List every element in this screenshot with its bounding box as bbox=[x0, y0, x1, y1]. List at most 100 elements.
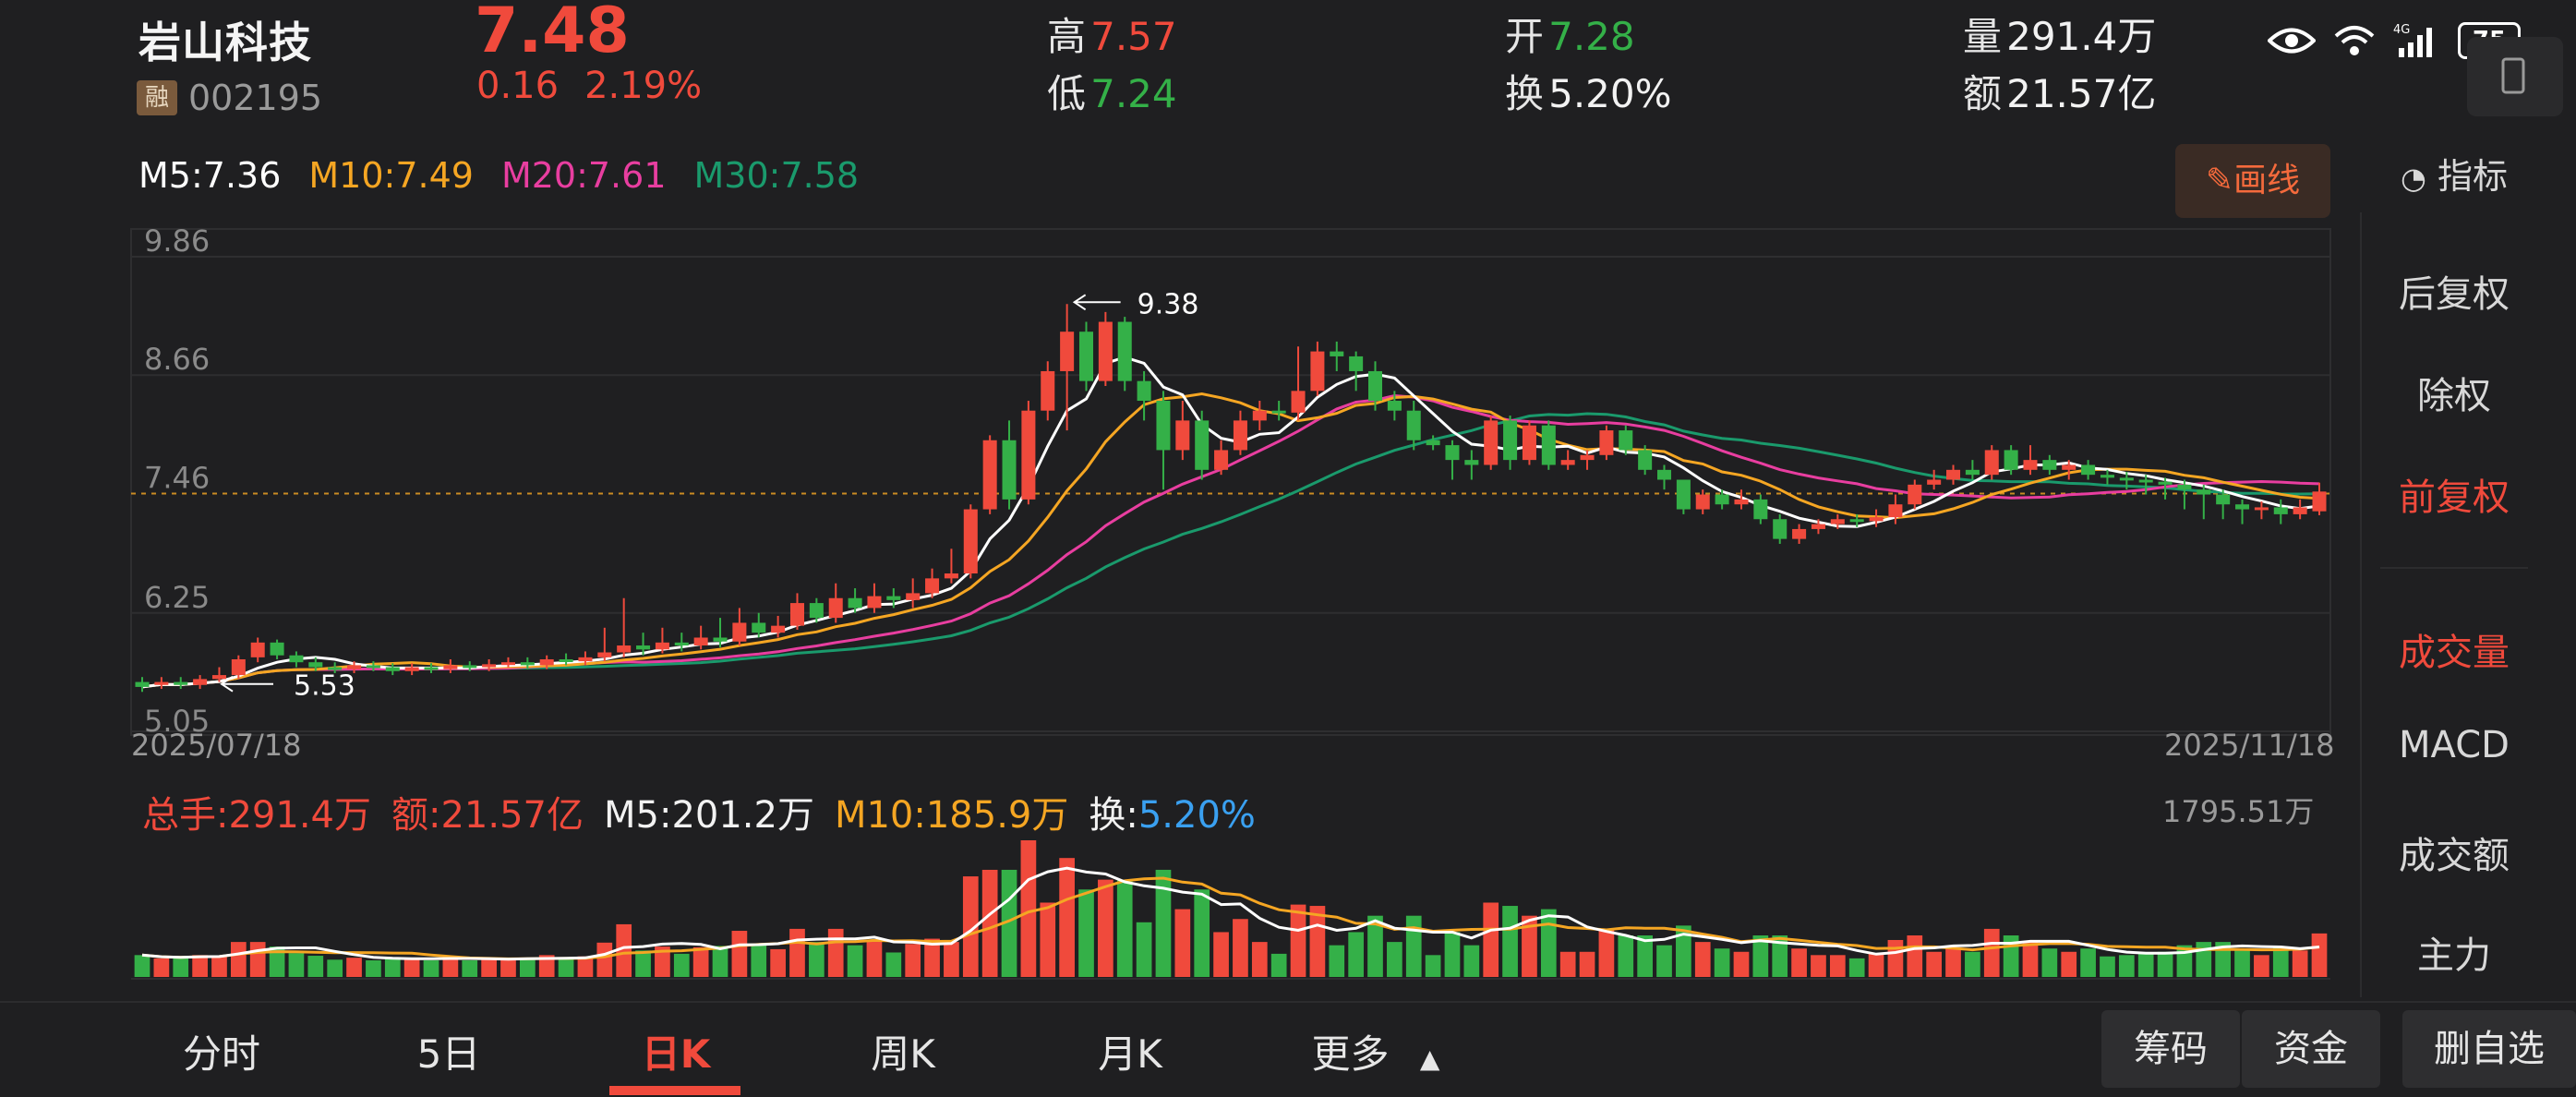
volume-bar bbox=[1598, 928, 1615, 977]
tab-intraday[interactable]: 分时 bbox=[182, 1031, 260, 1077]
candle-body bbox=[2177, 484, 2192, 490]
right-sidebar: 后复权 除权 前复权 成交量 MACD 成交额 主力 bbox=[2360, 212, 2546, 997]
sidebar-item-post-adjusted[interactable]: 后复权 bbox=[2399, 273, 2510, 316]
candle-body bbox=[1156, 401, 1171, 451]
candle-body bbox=[482, 664, 497, 668]
candle-body bbox=[1426, 440, 1440, 446]
volume-bar bbox=[2061, 951, 2077, 977]
volume-chart[interactable] bbox=[0, 822, 2345, 988]
candle-body bbox=[809, 603, 824, 619]
volume-bar bbox=[1694, 942, 1711, 977]
candle-body bbox=[906, 593, 921, 600]
volume-bar bbox=[1522, 915, 1537, 977]
volume-bar bbox=[384, 958, 401, 977]
candle-body bbox=[1888, 504, 1903, 518]
sidebar-item-turnover-amount[interactable]: 成交额 bbox=[2399, 835, 2510, 877]
sidebar-item-ex-rights[interactable]: 除权 bbox=[2417, 375, 2491, 417]
volume-bar bbox=[2022, 942, 2039, 977]
volume-bar bbox=[1309, 906, 1326, 977]
candle-body bbox=[848, 597, 862, 609]
volume-bar bbox=[2100, 956, 2115, 977]
volume-bar bbox=[1791, 948, 1807, 977]
candle-body bbox=[1367, 370, 1383, 402]
candle-body bbox=[1098, 321, 1113, 381]
volume-bar bbox=[905, 944, 921, 977]
volume-bar bbox=[2196, 942, 2212, 977]
ma10-value: M10:7.49 bbox=[308, 155, 474, 196]
volume-bar bbox=[1637, 935, 1653, 977]
high-label: 高 bbox=[1047, 14, 1087, 59]
candle-body bbox=[1849, 519, 1864, 523]
rotate-screen-icon bbox=[2501, 57, 2525, 94]
y-axis-label: 7.46 bbox=[144, 460, 210, 495]
candle-body bbox=[1965, 469, 1980, 476]
kline-chart[interactable]: 9.86 8.66 7.46 6.25 5.05 9.38 5.53 bbox=[0, 222, 2345, 776]
volume-bar bbox=[866, 940, 883, 977]
volume-bar bbox=[1040, 902, 1056, 977]
candle-body bbox=[500, 662, 515, 666]
caret-up-icon: ▲ bbox=[1419, 1043, 1440, 1074]
volume-bar bbox=[1387, 942, 1402, 977]
turnover-label: 换 bbox=[1505, 71, 1545, 116]
candle-body bbox=[1734, 499, 1749, 505]
volume-bar bbox=[635, 950, 651, 977]
wifi-icon bbox=[2334, 26, 2375, 55]
volume-bar bbox=[2080, 948, 2096, 977]
volume-bar bbox=[2137, 953, 2154, 977]
sidebar-item-main-force[interactable]: 主力 bbox=[2417, 934, 2491, 977]
kline-frame bbox=[130, 228, 2331, 736]
volume-m5: M5:201.2万 bbox=[604, 794, 814, 837]
tab-monthly-k[interactable]: 月K bbox=[1098, 1031, 1162, 1077]
draw-line-button[interactable]: ✎画线 bbox=[2175, 144, 2330, 218]
turnover-value: 5.20% bbox=[1548, 71, 1672, 116]
candle-body bbox=[1330, 351, 1344, 356]
low-label: 低 bbox=[1047, 71, 1087, 116]
candle-body bbox=[559, 658, 573, 662]
sidebar-item-macd[interactable]: MACD bbox=[2399, 724, 2510, 766]
candle-body bbox=[1021, 410, 1036, 500]
sidebar-item-volume[interactable]: 成交量 bbox=[2399, 632, 2510, 674]
indicator-button[interactable]: ◔ 指标 bbox=[2401, 148, 2508, 199]
tab-5day[interactable]: 5日 bbox=[416, 1031, 481, 1077]
candle-body bbox=[1599, 430, 1614, 455]
y-axis-label: 8.66 bbox=[144, 342, 210, 377]
volume-bar bbox=[173, 958, 189, 977]
tab-weekly-k[interactable]: 周K bbox=[871, 1031, 935, 1077]
eye-icon bbox=[2268, 28, 2316, 54]
candle-body bbox=[135, 681, 150, 687]
volume-ma5-line bbox=[141, 866, 2320, 961]
chips-button[interactable]: 筹码 bbox=[2101, 1010, 2240, 1088]
candle-body bbox=[2100, 475, 2114, 478]
candle-body bbox=[963, 509, 978, 574]
candle-body bbox=[2081, 464, 2096, 476]
candle-body bbox=[1753, 499, 1768, 520]
stock-name: 岩山科技 bbox=[138, 18, 312, 67]
candle-body bbox=[1638, 450, 1653, 470]
remove-watchlist-button[interactable]: 删自选 bbox=[2402, 1010, 2576, 1088]
landscape-toggle-button[interactable] bbox=[2467, 37, 2563, 116]
funds-button[interactable]: 资金 bbox=[2242, 1010, 2380, 1088]
candle-body bbox=[520, 662, 535, 666]
candle-body bbox=[2119, 477, 2134, 481]
candle-body bbox=[1271, 410, 1286, 414]
price-change-pct: 2.19% bbox=[584, 65, 703, 107]
high-marker-arrowhead bbox=[1072, 294, 1087, 311]
volume-bar bbox=[616, 923, 632, 977]
volume-bar bbox=[2292, 950, 2308, 977]
volume-bar bbox=[230, 942, 247, 977]
tab-more[interactable]: 更多 ▲ bbox=[1265, 1023, 1487, 1079]
candle-body bbox=[1946, 469, 1961, 480]
tab-daily-k[interactable]: 日K bbox=[641, 1031, 711, 1077]
low-value: 7.24 bbox=[1090, 71, 1177, 116]
volume-bar bbox=[2041, 948, 2058, 977]
y-axis-label: 5.05 bbox=[144, 704, 210, 739]
low-marker-label: 5.53 bbox=[294, 670, 355, 703]
candle-body bbox=[617, 645, 632, 653]
volume-bar bbox=[1848, 958, 1865, 977]
volume-bar bbox=[153, 958, 170, 977]
candle-body bbox=[1908, 484, 1922, 505]
candle-body bbox=[250, 642, 265, 657]
candle-body bbox=[1773, 519, 1788, 539]
volume-bar bbox=[346, 958, 362, 977]
sidebar-item-pre-adjusted[interactable]: 前复权 bbox=[2399, 476, 2510, 519]
